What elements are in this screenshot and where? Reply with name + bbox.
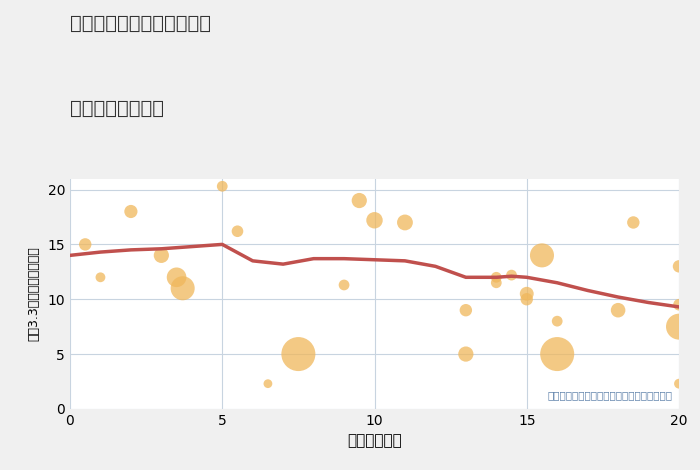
Point [521, 290, 532, 298]
Point [171, 274, 182, 281]
Point [369, 217, 380, 224]
Point [673, 380, 685, 387]
Point [461, 350, 472, 358]
Point [177, 284, 188, 292]
Point [552, 317, 563, 325]
Point [80, 241, 91, 248]
Point [673, 263, 685, 270]
Point [339, 281, 350, 289]
Point [399, 219, 410, 226]
Text: 駅距離別土地価格: 駅距離別土地価格 [70, 99, 164, 118]
Point [491, 274, 502, 281]
Point [354, 197, 365, 204]
Point [461, 306, 472, 314]
Point [673, 323, 685, 330]
Point [506, 271, 517, 279]
Text: 円の大きさは、取引のあった物件面積を示す: 円の大きさは、取引のあった物件面積を示す [548, 390, 673, 400]
Point [95, 274, 106, 281]
Point [491, 279, 502, 287]
Text: 兵庫県豊岡市出石町福見の: 兵庫県豊岡市出石町福見の [70, 14, 211, 33]
Point [673, 301, 685, 308]
Point [156, 251, 167, 259]
Point [552, 350, 563, 358]
Point [293, 350, 304, 358]
Point [217, 182, 228, 190]
Point [628, 219, 639, 226]
Y-axis label: 坪（3.3㎡）単価（万円）: 坪（3.3㎡）単価（万円） [27, 246, 41, 341]
Point [125, 208, 136, 215]
X-axis label: 駅距離（分）: 駅距離（分） [347, 433, 402, 448]
Point [521, 296, 532, 303]
Point [232, 227, 243, 235]
Point [536, 251, 547, 259]
Point [612, 306, 624, 314]
Point [262, 380, 274, 387]
